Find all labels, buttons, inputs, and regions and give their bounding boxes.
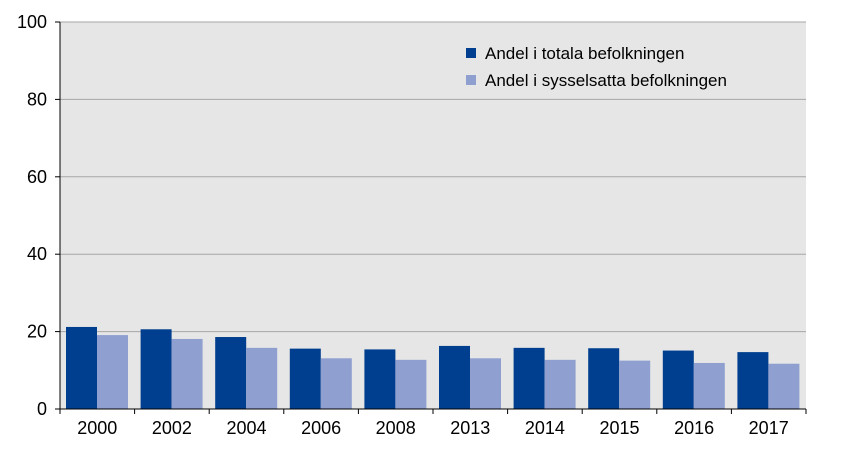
y-tick-label-100: 100 — [17, 12, 47, 32]
x-tick-label-2006: 2006 — [301, 418, 341, 438]
bar-employed-2002 — [171, 338, 203, 409]
x-tick-label-2016: 2016 — [674, 418, 714, 438]
x-tick-label-2014: 2014 — [525, 418, 565, 438]
bar-total-2008 — [364, 349, 396, 409]
bars — [66, 326, 800, 409]
legend: Andel i totala befolkningen Andel i syss… — [466, 44, 727, 90]
x-tick-label-2017: 2017 — [749, 418, 789, 438]
bar-total-2000 — [66, 326, 97, 409]
legend-label-employed: Andel i sysselsatta befolkningen — [485, 71, 727, 90]
x-tick-label-2000: 2000 — [77, 418, 117, 438]
x-tick-label-2013: 2013 — [450, 418, 490, 438]
bar-total-2004 — [215, 337, 247, 409]
bar-employed-2000 — [97, 335, 128, 409]
legend-label-total: Andel i totala befolkningen — [485, 44, 684, 63]
bar-total-2002 — [140, 329, 172, 409]
y-tick-label-60: 60 — [27, 167, 47, 187]
x-tick-label-2008: 2008 — [376, 418, 416, 438]
bar-employed-2017 — [768, 363, 800, 409]
bar-employed-2016 — [693, 362, 725, 409]
bar-total-2017 — [737, 352, 769, 409]
y-tick-label-0: 0 — [37, 399, 47, 419]
x-tick-label-2004: 2004 — [226, 418, 266, 438]
bar-total-2015 — [588, 348, 620, 409]
bar-employed-2015 — [619, 360, 651, 409]
legend-swatch-total — [466, 48, 476, 58]
bar-employed-2013 — [470, 358, 501, 409]
bar-employed-2006 — [320, 358, 352, 409]
y-tick-label-20: 20 — [27, 322, 47, 342]
x-axis-ticks: 2000 2002 2004 2006 2008 2013 2014 2015 2016 2017 — [59, 409, 807, 438]
grid-lines — [60, 21, 806, 333]
x-tick-label-2015: 2015 — [599, 418, 639, 438]
bar-employed-2004 — [246, 347, 278, 409]
bar-total-2013 — [439, 345, 470, 409]
bar-employed-2014 — [544, 359, 576, 409]
bar-employed-2008 — [395, 359, 427, 409]
bar-total-2006 — [289, 348, 321, 409]
y-tick-label-40: 40 — [27, 244, 47, 264]
legend-swatch-employed — [466, 75, 476, 85]
bar-total-2014 — [513, 347, 545, 409]
y-axis-ticks: 0 20 40 60 80 100 — [17, 12, 60, 419]
bar-total-2016 — [662, 350, 694, 409]
x-tick-label-2002: 2002 — [152, 418, 192, 438]
y-tick-label-80: 80 — [27, 89, 47, 109]
